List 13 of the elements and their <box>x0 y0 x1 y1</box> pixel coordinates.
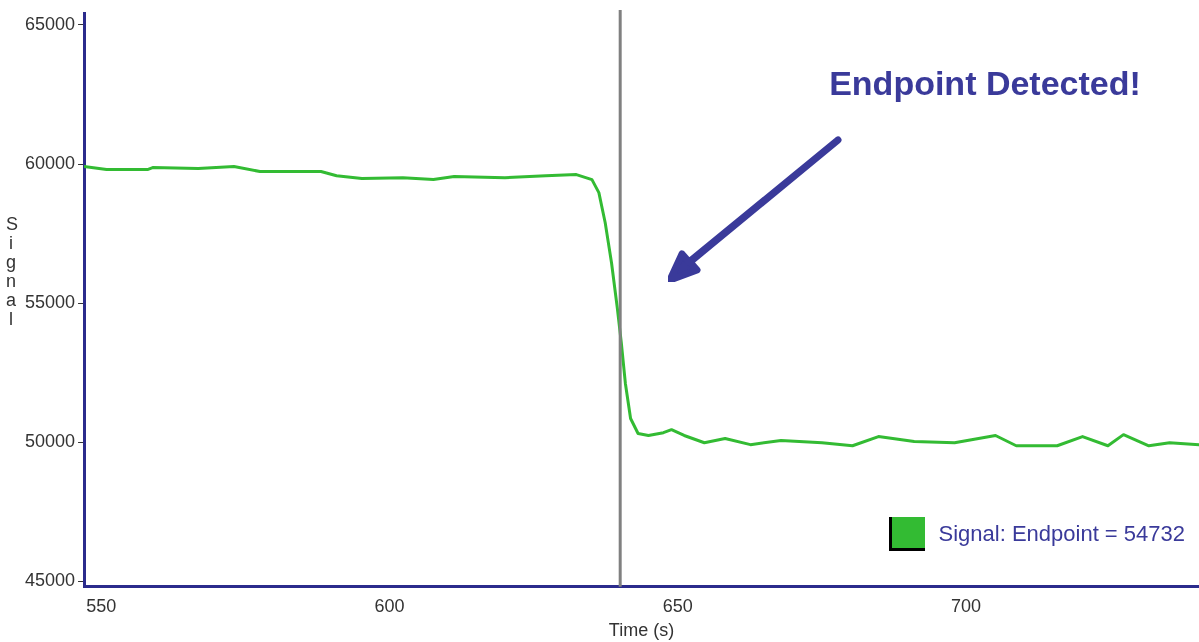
y-axis-title: Signal <box>6 214 19 329</box>
y-tick-label: 50000 <box>24 431 76 452</box>
legend-label: Signal: Endpoint = 54732 <box>938 520 1185 547</box>
x-axis-title: Time (s) <box>608 620 675 641</box>
x-tick-label: 650 <box>662 595 693 616</box>
y-tick-label: 65000 <box>24 13 76 34</box>
x-tick-label: 600 <box>374 595 405 616</box>
x-tick-label: 700 <box>951 595 982 616</box>
y-tick-label: 60000 <box>24 152 76 173</box>
x-tick-label: 550 <box>86 595 117 616</box>
y-tick-label: 45000 <box>24 570 76 591</box>
y-tick-label: 55000 <box>24 292 76 313</box>
annotation: Endpoint Detected! <box>829 64 1141 103</box>
